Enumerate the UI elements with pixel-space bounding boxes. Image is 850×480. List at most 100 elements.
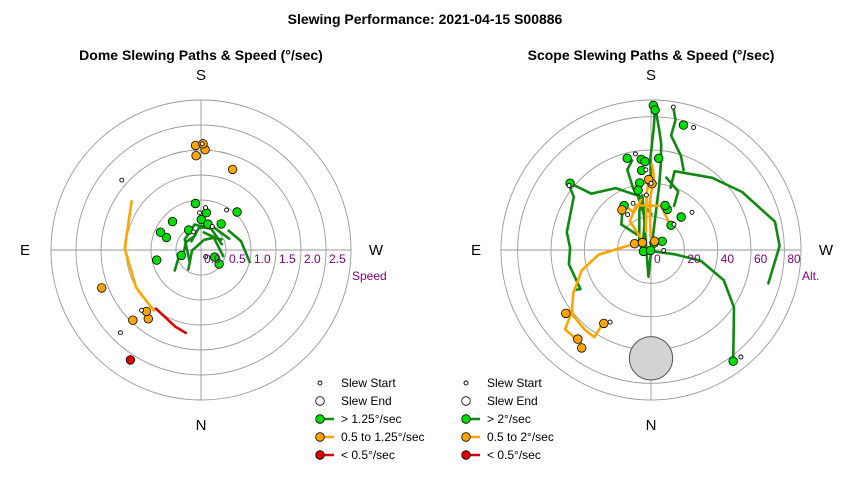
dome-slew-end-point-15 — [161, 232, 172, 243]
scope-slew-start-point-44 — [607, 319, 613, 325]
scope-slew-start-point-35 — [625, 212, 631, 218]
scope-zone — [628, 336, 674, 381]
dome-slew-start-point-27 — [191, 229, 197, 235]
dome-radial-label: Speed — [352, 269, 387, 283]
scope-slew-end-point-36 — [629, 238, 640, 249]
scope-slew-path-0 — [568, 181, 654, 279]
scope-slew-end-point-41 — [573, 334, 583, 344]
dome-compass-bottom: N — [196, 417, 207, 434]
scope-slew-start-point-33 — [648, 180, 654, 186]
scope-legend-label-end: Slew End — [487, 394, 538, 408]
dome-slew-end-point-30 — [176, 250, 187, 261]
dome-slew-path-0 — [123, 200, 156, 312]
scope-slew-start-point-17 — [630, 200, 636, 206]
dome-points — [96, 139, 242, 365]
scope-obscured-disk — [628, 336, 674, 381]
dome-slew-end-point-1 — [96, 283, 107, 293]
scope-legend-label-mid: 0.5 to 2°/sec — [487, 430, 554, 444]
scope-slew-end-point-15 — [633, 185, 643, 195]
dome-legend: Slew Start Slew End > 1.25°/sec 0.5 to 1.25… — [315, 376, 425, 462]
figure-title: Slewing Performance: 2021-04-15 S00886 — [288, 11, 563, 27]
scope-slew-end-point-38 — [649, 236, 660, 246]
scope-slew-end-point-2 — [650, 105, 660, 115]
scope-slew-start-point-39 — [661, 247, 667, 253]
dome-slew-end-point-13 — [125, 355, 136, 365]
dome-slew-start-point-5 — [139, 307, 144, 313]
dome-legend-label-fast: > 1.25°/sec — [341, 412, 402, 426]
scope-slew-end-point-7 — [622, 153, 632, 164]
scope-chart: Scope Slewing Paths & Speed (°/sec) 80 60… — [461, 47, 834, 462]
dome-slew-end-point-20 — [232, 207, 242, 217]
scope-slew-end-point-4 — [678, 120, 689, 130]
dome-legend-fast-marker — [315, 414, 325, 424]
scope-legend-mid-marker — [461, 432, 471, 442]
scope-slew-path-6 — [669, 169, 781, 285]
dome-legend-label-mid: 0.5 to 1.25°/sec — [341, 430, 425, 444]
scope-slew-path-13 — [563, 240, 642, 344]
scope-slew-end-point-42 — [577, 343, 587, 353]
dome-legend-slow-marker — [315, 450, 325, 460]
scope-slew-end-point-40 — [561, 308, 571, 319]
scope-legend: Slew Start Slew End > 2°/sec 0.5 to 2°/sec <… — [461, 376, 554, 462]
scope-chart-title: Scope Slewing Paths & Speed (°/sec) — [528, 47, 775, 63]
dome-slew-end-point-23 — [167, 216, 178, 227]
dome-legend-start-marker — [317, 380, 323, 386]
dome-slew-end-point-10 — [191, 150, 201, 161]
scope-slew-start-point-0 — [670, 104, 676, 110]
dome-slew-start-point-0 — [119, 177, 125, 183]
dome-chart-title: Dome Slewing Paths & Speed (°/sec) — [79, 47, 323, 63]
dome-slew-end-point-2 — [128, 315, 138, 325]
scope-slew-end-point-34 — [617, 205, 627, 215]
scope-legend-start-marker — [463, 380, 469, 386]
dome-radial-ticks: 2.5 2.0 1.5 1.0 0.5 0.0 — [204, 252, 346, 266]
dome-radial-tick-5: 0.0 — [204, 252, 221, 266]
scope-compass-bottom: N — [646, 417, 657, 434]
scope-slew-end-point-14 — [654, 153, 664, 164]
dome-slew-end-point-11 — [227, 164, 238, 175]
scope-legend-end-marker — [461, 396, 471, 406]
dome-slew-end-point-19 — [216, 219, 226, 229]
dome-slew-start-point-21 — [224, 207, 230, 213]
scope-slew-path-14 — [566, 308, 605, 339]
scope-radial-tick-2: 40 — [721, 252, 735, 266]
scope-slew-end-point-19 — [660, 200, 670, 211]
dome-compass-top: S — [196, 67, 206, 84]
dome-slew-path-2 — [183, 223, 224, 263]
dome-radial-tick-4: 0.5 — [229, 252, 246, 266]
scope-slew-start-point-23 — [671, 221, 677, 227]
scope-slew-path-15 — [648, 163, 656, 239]
scope-legend-label-start: Slew Start — [487, 376, 542, 390]
scope-slew-path-7 — [669, 105, 685, 172]
dome-slew-end-point-14 — [151, 255, 162, 265]
scope-slew-path-17 — [624, 198, 643, 214]
scope-compass-right: W — [819, 242, 834, 259]
scope-slew-path-5 — [665, 176, 680, 208]
scope-slew-end-point-27 — [645, 245, 656, 256]
scope-legend-slow-marker — [461, 450, 471, 460]
dome-legend-mid-marker — [315, 432, 325, 442]
scope-slew-start-point-3 — [691, 125, 697, 130]
dome-radial-tick-3: 1.0 — [254, 252, 271, 266]
scope-slew-end-point-37 — [637, 237, 648, 248]
dome-slew-end-point-16 — [190, 198, 201, 209]
scope-slew-path-10 — [565, 184, 582, 292]
scope-paths — [563, 101, 781, 363]
dome-slew-start-point-29 — [209, 224, 215, 229]
dome-slew-start-point-33 — [203, 205, 208, 211]
scope-slew-path-12 — [644, 179, 650, 233]
scope-radial-tick-4: 0 — [654, 252, 661, 266]
scope-slew-start-point-6 — [566, 183, 572, 189]
dome-compass-right: W — [369, 242, 384, 259]
scope-legend-label-fast: > 2°/sec — [487, 412, 531, 426]
dome-legend-label-end: Slew End — [341, 394, 392, 408]
dome-slew-path-1 — [154, 307, 187, 335]
dome-chart: Dome Slewing Paths & Speed (°/sec) 2.52.… — [20, 47, 425, 462]
scope-radial-tick-0: 80 — [787, 252, 801, 266]
dome-slew-start-point-12 — [117, 330, 123, 336]
dome-radial-tick-0: 2.5 — [329, 252, 346, 266]
dome-slew-start-point-32 — [197, 210, 202, 216]
scope-radial-ticks: 80 60 40 20 0 — [654, 252, 801, 266]
scope-radial-tick-3: 20 — [687, 252, 701, 266]
dome-slew-end-point-24 — [209, 252, 220, 262]
